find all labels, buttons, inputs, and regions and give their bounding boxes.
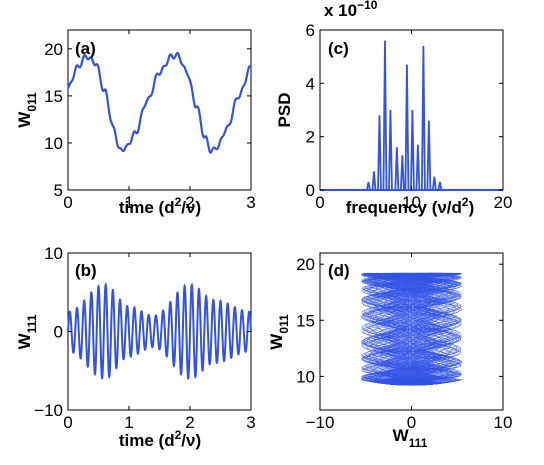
panel-b-label: (b) [75,261,97,280]
panel-a-frame [67,29,252,191]
panel-c-ylabel: PSD [275,93,294,128]
panel-d-series-scatter [360,272,463,386]
panel-b-xtick-label: 1 [124,413,133,432]
panel-c-xlabel: frequency (ν/d2) [346,195,475,217]
panel-a: 0 1 2 3 5 10 15 20 (a) time (d2/ν) W011 [15,29,256,217]
panel-c-ytick-label: 6 [306,21,315,40]
panel-c-ytick-label: 4 [306,74,315,93]
panel-b-ytick-label: −10 [34,401,63,420]
panel-c-series-line [320,40,503,191]
panel-a-xtick-label: 0 [63,193,72,212]
panel-c-peak [366,181,371,191]
panel-d-xtick-label: 0 [407,413,416,432]
panel-c-peak [410,109,415,191]
panel-b-frame [67,252,252,411]
panel-d-xtick-label: −10 [306,413,335,432]
panel-b-ytick-label: 10 [44,244,63,263]
panel-c-ytick-label: 0 [306,181,315,200]
panel-a-xtick-label: 3 [246,193,255,212]
panel-d-xtick-label: 10 [494,413,513,432]
panel-a-xtick-label: 2 [185,193,194,212]
panel-c-peak [382,40,388,191]
panel-a-ytick-label: 20 [44,40,63,59]
panel-c-peak [415,144,421,191]
panel-c-peak [388,109,393,191]
panel-a-ylabel: W011 [15,92,39,128]
panel-b-series-line [67,282,252,380]
panel-d-ticks: −10 0 10 10 15 20 [296,253,512,432]
panel-d-trajectory [360,272,463,386]
panel-a-series-line [66,51,252,154]
panel-b-ytick-label: 0 [54,323,63,342]
panel-c-peak [420,45,426,191]
panel-c-ticks: 0 10 20 0 2 4 6 [306,21,513,212]
panel-c-peak [426,120,432,191]
panel-a-ytick-label: 5 [54,181,63,200]
panel-c-peak [371,171,377,191]
panel-c-xtick-label: 0 [315,193,324,212]
panel-b-line [67,282,252,380]
panel-a-ytick-label: 10 [44,134,63,153]
panel-c-label: (c) [328,39,349,58]
panel-d-ytick-label: 15 [296,311,315,330]
panel-c-peak [431,176,437,191]
panel-c-exponent: x 10−10 [324,0,378,20]
panel-a-xtick-label: 1 [124,193,133,212]
panel-a-ytick-label: 15 [44,87,63,106]
panel-c-peak [437,181,443,191]
panel-b-xtick-label: 0 [63,413,72,432]
panel-d-xlabel: W111 [393,426,428,450]
panel-b-xtick-label: 3 [246,413,255,432]
panel-a-xlabel: time (d2/ν) [119,195,201,217]
panel-c-peak [399,155,405,191]
panel-c-peak [404,64,410,191]
panel-b-xlabel: time (d2/ν) [119,428,201,450]
panel-b-ylabel: W111 [15,314,39,349]
panel-d: −10 0 10 10 15 20 (d) W111 W011 [267,252,512,450]
panel-a-line [66,51,252,154]
panel-a-label: (a) [75,39,96,58]
panel-c-ytick-label: 2 [306,128,315,147]
panel-b-xtick-label: 2 [185,413,194,432]
panel-c-peak [377,115,382,191]
panel-c: 0 10 20 0 2 4 6 (c) frequency (ν/d2) x 10−10 P… [275,0,512,217]
panel-d-label: (d) [328,261,350,280]
panel-c-xtick-label: 20 [494,193,513,212]
panel-a-ticks: 0 1 2 3 5 10 15 20 [44,30,256,212]
panel-d-ytick-label: 20 [296,255,315,274]
panel-c-xtick-label: 10 [402,193,421,212]
panel-d-ytick-label: 10 [296,367,315,386]
panel-c-peak [394,147,400,191]
panel-d-ylabel: W011 [267,314,291,350]
